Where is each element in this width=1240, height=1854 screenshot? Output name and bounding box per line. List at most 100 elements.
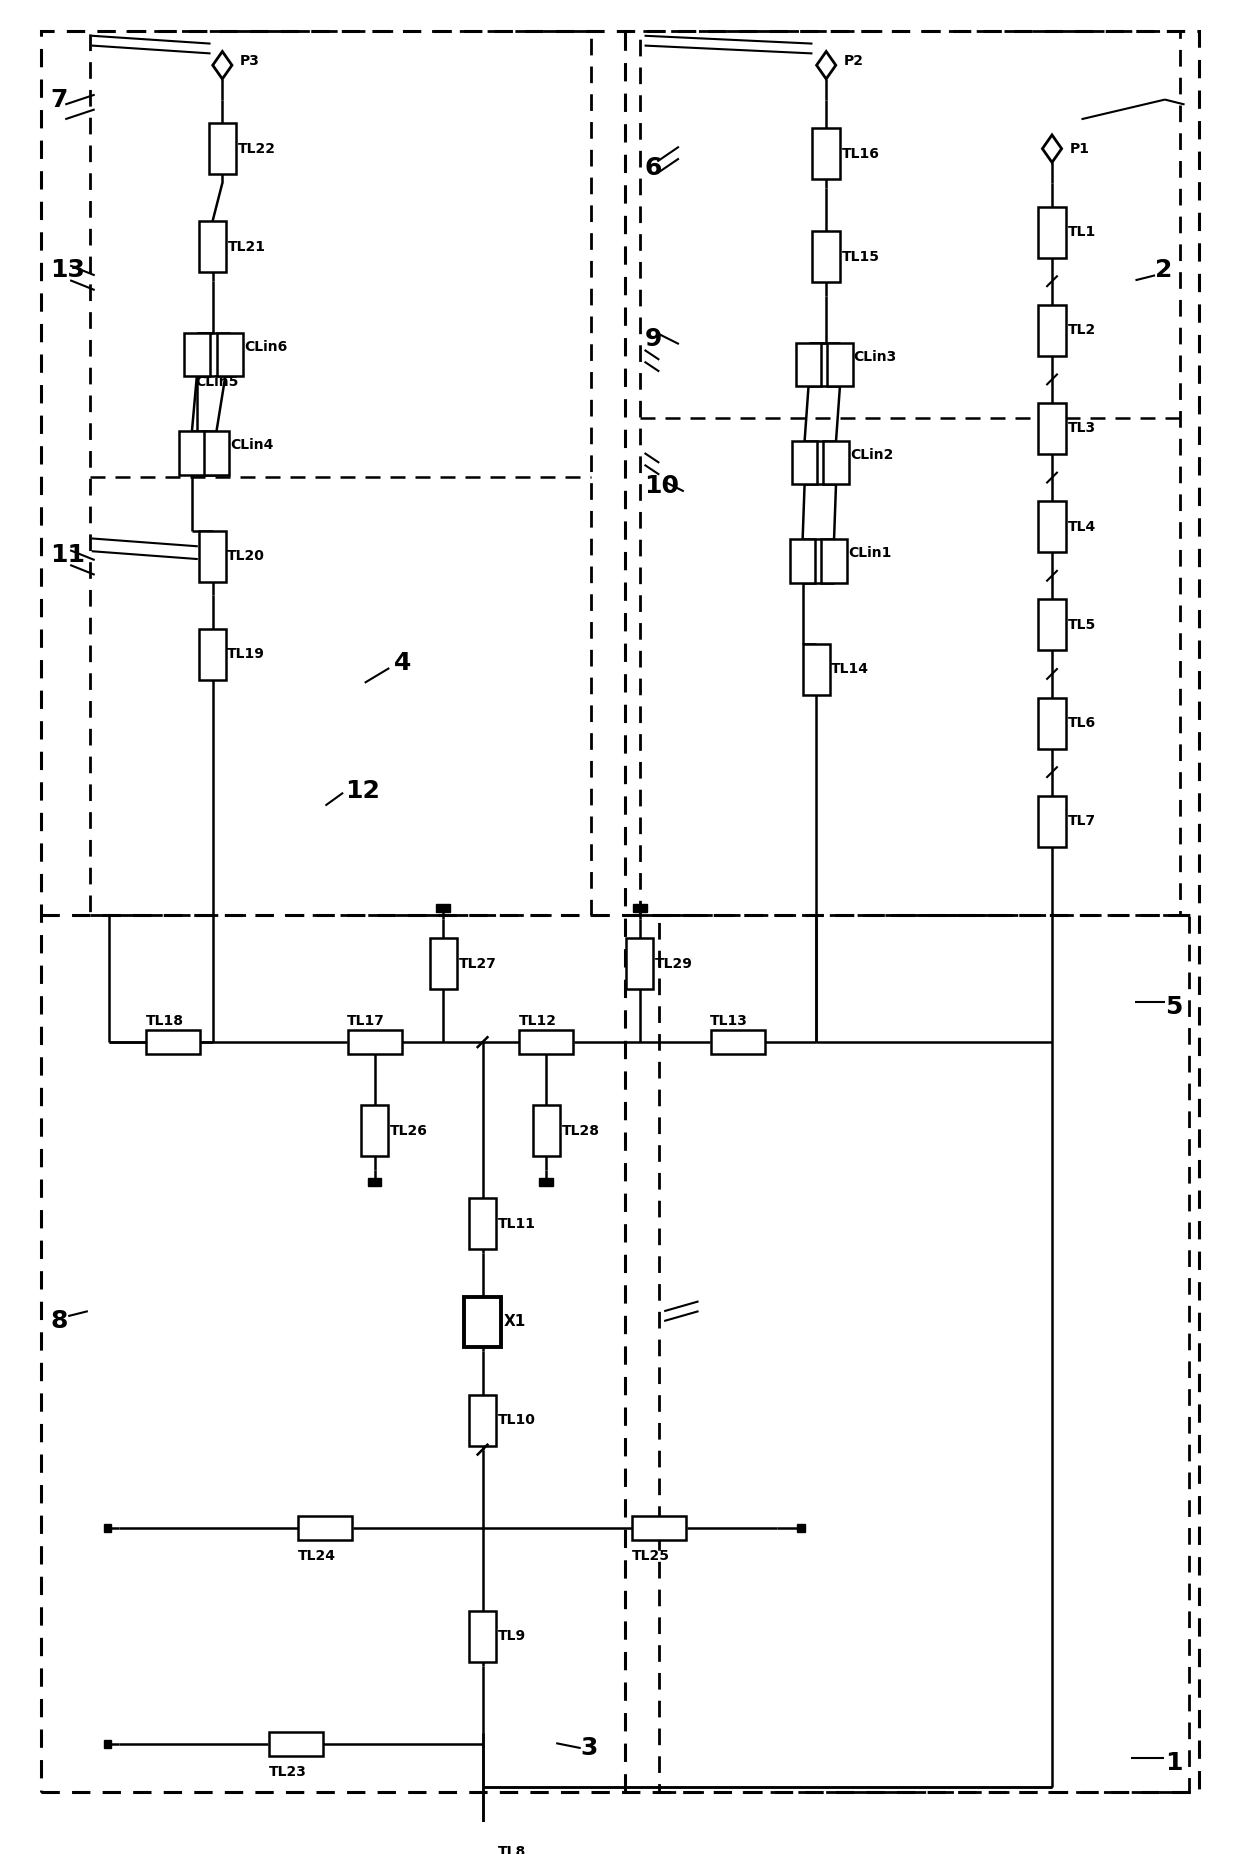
Text: TL6: TL6: [1068, 716, 1096, 730]
Text: TL25: TL25: [632, 1548, 670, 1563]
Bar: [361, 1105, 388, 1157]
Bar: [711, 1029, 765, 1055]
Text: 9: 9: [645, 326, 662, 350]
Bar: [821, 540, 847, 582]
Bar: [520, 1029, 573, 1055]
Text: TL15: TL15: [842, 250, 880, 263]
Text: TL27: TL27: [459, 957, 497, 971]
Bar: [640, 32, 1179, 914]
Text: 8: 8: [51, 1309, 68, 1333]
Text: TL26: TL26: [391, 1124, 428, 1138]
Bar: [436, 903, 450, 912]
Text: TL29: TL29: [656, 957, 693, 971]
Bar: [368, 1177, 382, 1185]
Bar: [1038, 697, 1065, 749]
Text: TL10: TL10: [498, 1413, 536, 1428]
Bar: [626, 938, 653, 990]
Bar: [1038, 304, 1065, 356]
Bar: [469, 1611, 496, 1661]
Text: TL23: TL23: [269, 1765, 306, 1778]
Text: TL2: TL2: [1068, 323, 1096, 337]
Bar: [812, 128, 839, 180]
Bar: [797, 1524, 805, 1531]
Bar: [347, 1029, 402, 1055]
Bar: [269, 1732, 322, 1756]
Text: TL4: TL4: [1068, 519, 1096, 534]
Text: TL24: TL24: [298, 1548, 336, 1563]
Text: TL11: TL11: [498, 1216, 536, 1231]
Polygon shape: [1043, 135, 1061, 163]
Text: TL8: TL8: [498, 1845, 527, 1854]
Bar: [104, 1741, 112, 1748]
Text: 3: 3: [580, 1735, 598, 1759]
Text: CLin2: CLin2: [849, 449, 893, 462]
Bar: [827, 343, 853, 386]
Bar: [632, 1517, 686, 1541]
Text: 12: 12: [345, 779, 379, 803]
Text: CLin5: CLin5: [195, 375, 238, 389]
Text: TL12: TL12: [518, 1014, 557, 1027]
Text: P1: P1: [1070, 141, 1090, 156]
Polygon shape: [817, 52, 836, 80]
Polygon shape: [213, 52, 232, 80]
Bar: [429, 938, 458, 990]
Text: TL5: TL5: [1068, 617, 1096, 632]
Bar: [469, 1198, 496, 1250]
Text: 1: 1: [1164, 1750, 1183, 1774]
Text: 10: 10: [645, 475, 680, 499]
Bar: [208, 122, 236, 174]
Text: TL22: TL22: [238, 141, 277, 156]
Text: TL19: TL19: [227, 647, 265, 662]
Text: 6: 6: [645, 156, 662, 180]
Bar: [198, 221, 226, 273]
Bar: [539, 1177, 553, 1185]
Bar: [790, 540, 816, 582]
Bar: [146, 1029, 200, 1055]
Bar: [179, 432, 205, 475]
Text: 7: 7: [51, 87, 68, 111]
Text: 13: 13: [51, 258, 86, 282]
Bar: [1038, 599, 1065, 651]
Text: TL14: TL14: [831, 662, 869, 677]
Bar: [104, 1524, 112, 1531]
Bar: [469, 1826, 496, 1854]
Text: CLin1: CLin1: [848, 547, 892, 560]
Text: TL16: TL16: [842, 146, 879, 161]
Bar: [1038, 501, 1065, 552]
Text: 2: 2: [1156, 258, 1173, 282]
Bar: [1038, 795, 1065, 847]
Text: TL17: TL17: [347, 1014, 384, 1027]
Bar: [299, 1517, 352, 1541]
Bar: [802, 643, 830, 695]
Bar: [198, 629, 226, 680]
Bar: [533, 1105, 560, 1157]
Bar: [469, 1394, 496, 1446]
Bar: [1038, 402, 1065, 454]
Bar: [89, 32, 590, 914]
Text: 5: 5: [1164, 996, 1182, 1020]
Text: 11: 11: [51, 543, 86, 567]
Bar: [792, 441, 817, 484]
Text: P2: P2: [844, 54, 864, 69]
Bar: [632, 903, 646, 912]
Text: TL28: TL28: [562, 1124, 600, 1138]
Bar: [660, 914, 1189, 1793]
Bar: [796, 343, 821, 386]
Bar: [203, 432, 229, 475]
Text: CLin3: CLin3: [853, 350, 897, 363]
Text: TL20: TL20: [227, 549, 265, 564]
Bar: [198, 530, 226, 582]
Bar: [823, 441, 848, 484]
Text: TL3: TL3: [1068, 421, 1096, 436]
Text: P3: P3: [241, 54, 260, 69]
Text: X1: X1: [505, 1314, 527, 1329]
Text: TL21: TL21: [228, 239, 267, 254]
Text: TL9: TL9: [498, 1630, 526, 1643]
Text: TL1: TL1: [1068, 224, 1096, 239]
Bar: [812, 232, 839, 282]
Text: TL18: TL18: [146, 1014, 184, 1027]
Text: TL7: TL7: [1068, 814, 1096, 829]
Bar: [1038, 206, 1065, 258]
Text: TL13: TL13: [711, 1014, 748, 1027]
Text: 4: 4: [394, 651, 412, 675]
